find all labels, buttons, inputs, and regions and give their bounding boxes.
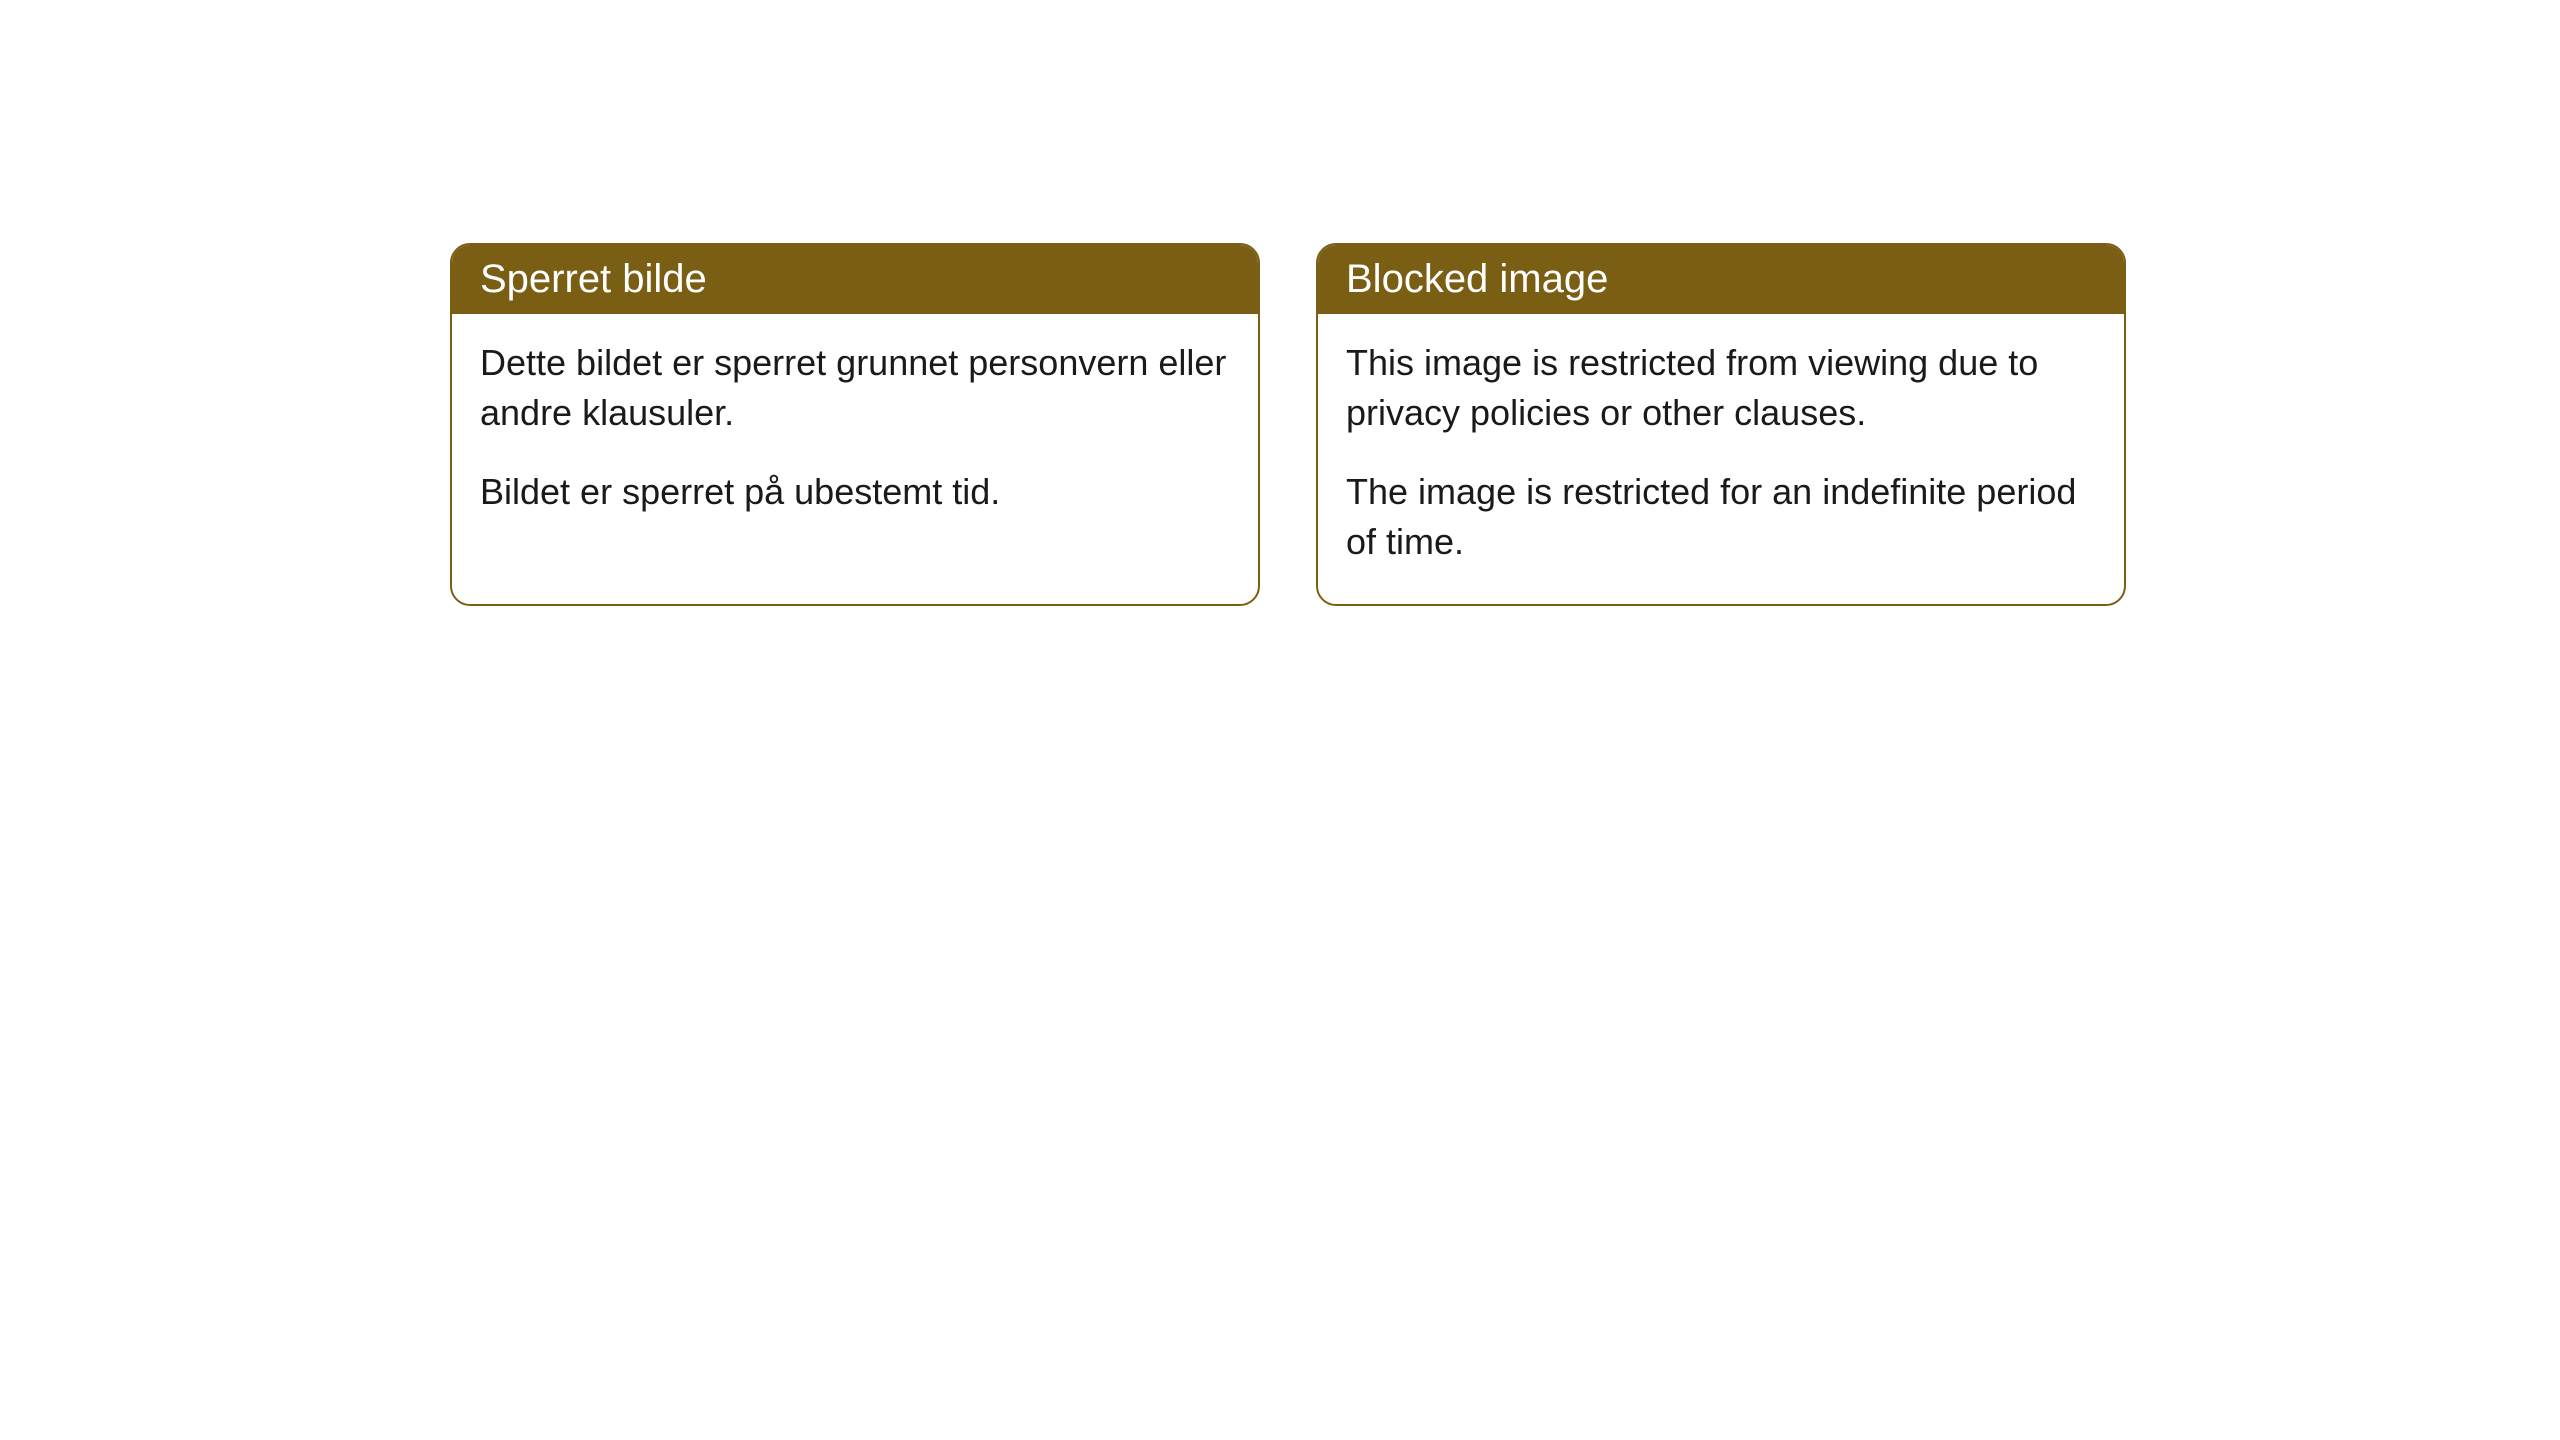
notice-paragraph: This image is restricted from viewing du… (1346, 338, 2096, 439)
notice-body: Dette bildet er sperret grunnet personve… (452, 314, 1258, 553)
notice-body: This image is restricted from viewing du… (1318, 314, 2124, 604)
notice-paragraph: Dette bildet er sperret grunnet personve… (480, 338, 1230, 439)
notice-title: Blocked image (1346, 257, 1608, 301)
notice-title: Sperret bilde (480, 257, 707, 301)
notice-card-norwegian: Sperret bilde Dette bildet er sperret gr… (450, 243, 1260, 606)
notice-header: Blocked image (1318, 245, 2124, 314)
notice-paragraph: The image is restricted for an indefinit… (1346, 467, 2096, 568)
notice-card-english: Blocked image This image is restricted f… (1316, 243, 2126, 606)
notice-paragraph: Bildet er sperret på ubestemt tid. (480, 467, 1230, 517)
notice-container: Sperret bilde Dette bildet er sperret gr… (450, 243, 2126, 606)
notice-header: Sperret bilde (452, 245, 1258, 314)
